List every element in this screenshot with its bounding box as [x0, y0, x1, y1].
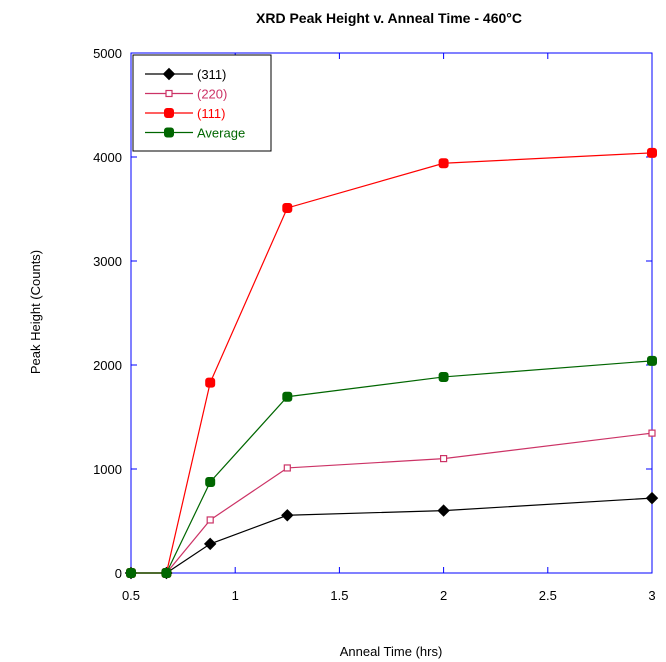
y-tick-label: 0	[115, 566, 122, 581]
data-point	[164, 127, 174, 138]
x-tick-label: 2.5	[539, 588, 557, 603]
series-0	[124, 491, 659, 580]
data-point	[126, 568, 136, 578]
x-axis-label: Anneal Time (hrs)	[340, 644, 443, 659]
x-tick-label: 1.5	[330, 588, 348, 603]
data-point	[161, 568, 172, 578]
data-point	[162, 67, 176, 81]
x-tick-label: 2	[440, 588, 447, 603]
series-line	[131, 152, 653, 574]
series-layer	[124, 147, 659, 580]
data-point	[440, 455, 448, 463]
legend-label: (111)	[197, 106, 225, 121]
y-tick-label: 5000	[93, 46, 122, 61]
data-point	[205, 377, 216, 388]
plot-frame	[130, 52, 653, 574]
data-point	[164, 108, 174, 118]
y-tick-label: 1000	[93, 462, 122, 477]
data-point	[647, 147, 657, 158]
series-line	[131, 360, 653, 574]
data-point	[645, 491, 659, 505]
x-tick-label: 3	[648, 588, 655, 603]
legend-label: (311)	[197, 67, 226, 82]
legend-box	[132, 54, 272, 152]
data-point	[438, 158, 449, 169]
legend-label: Average	[197, 126, 245, 141]
y-tick-label: 2000	[93, 358, 122, 373]
chart-title: XRD Peak Height v. Anneal Time - 460°C	[256, 10, 522, 26]
data-point	[205, 477, 216, 487]
data-point	[165, 89, 173, 98]
y-tick-label: 4000	[93, 150, 122, 165]
series-2	[126, 147, 657, 578]
data-point	[648, 429, 656, 437]
data-point	[282, 202, 293, 213]
data-point	[206, 516, 214, 524]
legend-label: (220)	[197, 87, 227, 102]
x-tick-label: 0.5	[122, 588, 140, 603]
y-tick-label: 3000	[93, 254, 122, 269]
y-axis-label: Peak Height (Counts)	[28, 250, 43, 374]
legend: (311) (220) (111) Average	[132, 54, 272, 152]
data-point	[437, 504, 450, 517]
data-point	[283, 464, 291, 472]
data-point	[203, 537, 217, 551]
x-tick-label: 1	[232, 588, 239, 603]
legend-item: Average	[145, 126, 245, 141]
series-line	[131, 497, 653, 574]
data-point	[281, 509, 294, 522]
legend-item: (111)	[145, 106, 225, 121]
series-3	[126, 355, 657, 578]
data-point	[647, 355, 657, 366]
legend-item: (220)	[145, 87, 227, 102]
data-point	[438, 371, 449, 382]
data-point	[282, 391, 293, 402]
legend-item: (311)	[145, 67, 226, 82]
